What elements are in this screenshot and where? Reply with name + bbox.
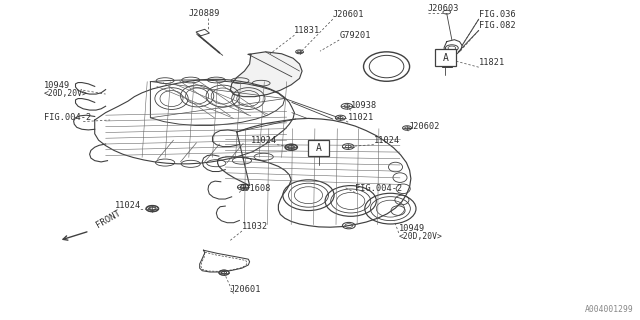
Text: FIG.036: FIG.036 [479,10,515,19]
Text: 11024: 11024 [115,201,141,210]
Text: A: A [442,52,449,63]
Text: 10949: 10949 [399,224,425,233]
Text: J20889: J20889 [189,9,221,18]
Text: <20D,20V>: <20D,20V> [44,89,88,98]
Text: FIG.004-2: FIG.004-2 [44,113,91,122]
Text: J20602: J20602 [408,122,440,131]
Text: 11024: 11024 [251,136,277,145]
Text: FRONT: FRONT [95,208,122,229]
Text: A004001299: A004001299 [585,305,634,314]
Text: G91608: G91608 [239,184,271,193]
FancyBboxPatch shape [435,49,456,66]
Text: 11021: 11021 [348,113,374,122]
FancyBboxPatch shape [308,140,329,156]
Text: G79201: G79201 [339,31,371,40]
Text: 11821: 11821 [479,58,505,67]
Text: <20D,20V>: <20D,20V> [399,232,443,241]
Text: J20603: J20603 [428,4,459,13]
Text: J20601: J20601 [333,10,364,19]
Text: FIG.004-2: FIG.004-2 [355,184,403,193]
Text: 10949: 10949 [44,81,70,90]
Text: 10938: 10938 [351,101,377,110]
Text: FIG.082: FIG.082 [479,21,515,30]
Text: 11032: 11032 [242,222,268,231]
Bar [442,61,452,67]
Text: A: A [316,143,322,153]
Bar [196,29,209,36]
Text: J20601: J20601 [229,285,260,294]
Polygon shape [230,52,302,97]
Text: 11024: 11024 [374,136,400,145]
Text: 11831: 11831 [294,26,321,35]
